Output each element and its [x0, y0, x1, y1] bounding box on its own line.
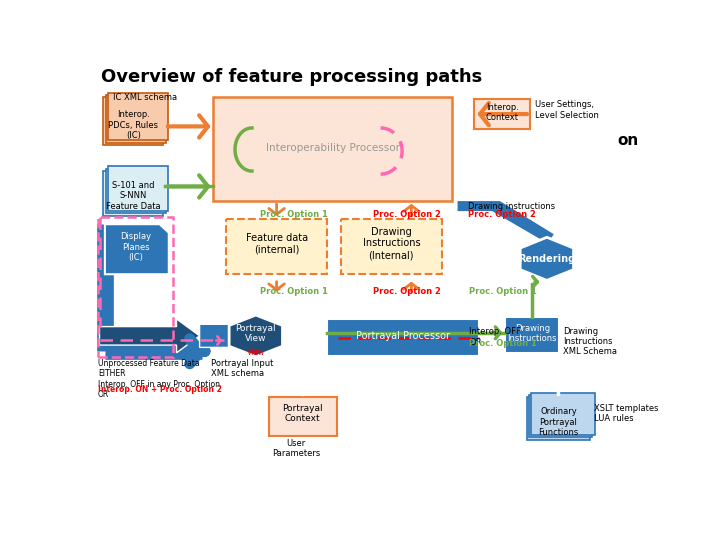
- Bar: [104, 97, 163, 145]
- Polygon shape: [520, 237, 574, 280]
- Bar: [474, 99, 530, 130]
- Text: Portrayal
Context: Portrayal Context: [282, 404, 323, 423]
- Text: Unprocessed Feature Data
EITHER
Interop. OFF in any Proc. Option
OR: Unprocessed Feature Data EITHER Interop.…: [98, 359, 220, 399]
- Bar: [108, 92, 168, 140]
- Text: Drawing
Instructions
(Internal): Drawing Instructions (Internal): [362, 227, 420, 260]
- Text: View: View: [247, 348, 265, 357]
- Text: Drawing
Instructions: Drawing Instructions: [508, 324, 557, 343]
- Text: Proc. Option 1: Proc. Option 1: [469, 287, 537, 295]
- Bar: [269, 397, 337, 436]
- Text: Interoperability Processor: Interoperability Processor: [266, 143, 400, 153]
- Bar: [213, 97, 452, 201]
- Bar: [108, 166, 168, 211]
- Bar: [505, 318, 559, 353]
- Text: Rendering: Rendering: [518, 254, 575, 264]
- Text: IC XML schema: IC XML schema: [113, 92, 178, 102]
- Text: Portrayal Input
XML schema: Portrayal Input XML schema: [211, 359, 274, 379]
- Text: Proc. Option 2: Proc. Option 2: [373, 287, 441, 295]
- Text: Proc. Option 1: Proc. Option 1: [260, 287, 328, 295]
- Text: Interop. ON + Proc. Option 2: Interop. ON + Proc. Option 2: [98, 385, 222, 394]
- Bar: [104, 171, 163, 215]
- Polygon shape: [105, 224, 168, 274]
- Polygon shape: [199, 325, 240, 347]
- Text: Display
Planes
(IC): Display Planes (IC): [120, 232, 151, 262]
- Text: Portrayal Processor: Portrayal Processor: [356, 331, 450, 341]
- Bar: [529, 395, 593, 437]
- Bar: [531, 393, 595, 435]
- Text: Feature data
(internal): Feature data (internal): [246, 233, 307, 254]
- Bar: [527, 397, 590, 440]
- Text: Interop.
PDCs, Rules
(IC): Interop. PDCs, Rules (IC): [109, 110, 158, 140]
- Text: S-101 and
S-NNN
Feature Data: S-101 and S-NNN Feature Data: [106, 181, 161, 211]
- Bar: [226, 219, 328, 274]
- Bar: [98, 217, 174, 357]
- Text: Interop.
Context: Interop. Context: [486, 103, 518, 122]
- Text: Interop. OFF
OR: Interop. OFF OR: [469, 327, 521, 347]
- Text: Ordinary
Portrayal
Functions: Ordinary Portrayal Functions: [539, 408, 579, 437]
- Text: Proc. Option 1: Proc. Option 1: [260, 210, 328, 219]
- Polygon shape: [457, 201, 554, 244]
- Bar: [327, 319, 479, 356]
- Text: Portrayal
View: Portrayal View: [235, 324, 276, 343]
- Bar: [106, 95, 166, 143]
- Text: Proc. Option 2: Proc. Option 2: [373, 210, 441, 219]
- Text: User Settings,
Level Selection: User Settings, Level Selection: [534, 100, 598, 120]
- Text: Overview of feature processing paths: Overview of feature processing paths: [101, 68, 482, 86]
- Polygon shape: [99, 319, 199, 353]
- Bar: [106, 168, 166, 213]
- Polygon shape: [229, 315, 282, 356]
- Text: User
Parameters: User Parameters: [271, 439, 320, 458]
- Bar: [341, 219, 442, 274]
- Text: Proc. Option 1: Proc. Option 1: [469, 339, 537, 348]
- Text: Proc. Option 2: Proc. Option 2: [467, 210, 536, 219]
- Text: XSLT templates
LUA rules: XSLT templates LUA rules: [594, 403, 658, 423]
- Text: on: on: [617, 132, 639, 147]
- Text: Drawing instructions: Drawing instructions: [467, 202, 554, 211]
- Text: Drawing
Instructions
XML Schema: Drawing Instructions XML Schema: [563, 327, 617, 356]
